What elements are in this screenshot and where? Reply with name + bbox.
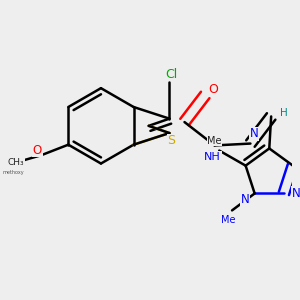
Text: O: O [33,144,42,157]
Text: N: N [250,128,259,140]
Text: S: S [167,134,175,147]
Text: H: H [280,108,288,118]
Text: CH₃: CH₃ [8,158,24,167]
Text: O: O [208,83,218,96]
Text: N: N [292,187,300,200]
Text: NH: NH [204,152,221,162]
Text: N: N [241,193,249,206]
Text: Cl: Cl [165,68,178,81]
Text: Me: Me [207,136,222,146]
Text: methoxy: methoxy [2,170,24,175]
Text: Me: Me [221,215,236,225]
